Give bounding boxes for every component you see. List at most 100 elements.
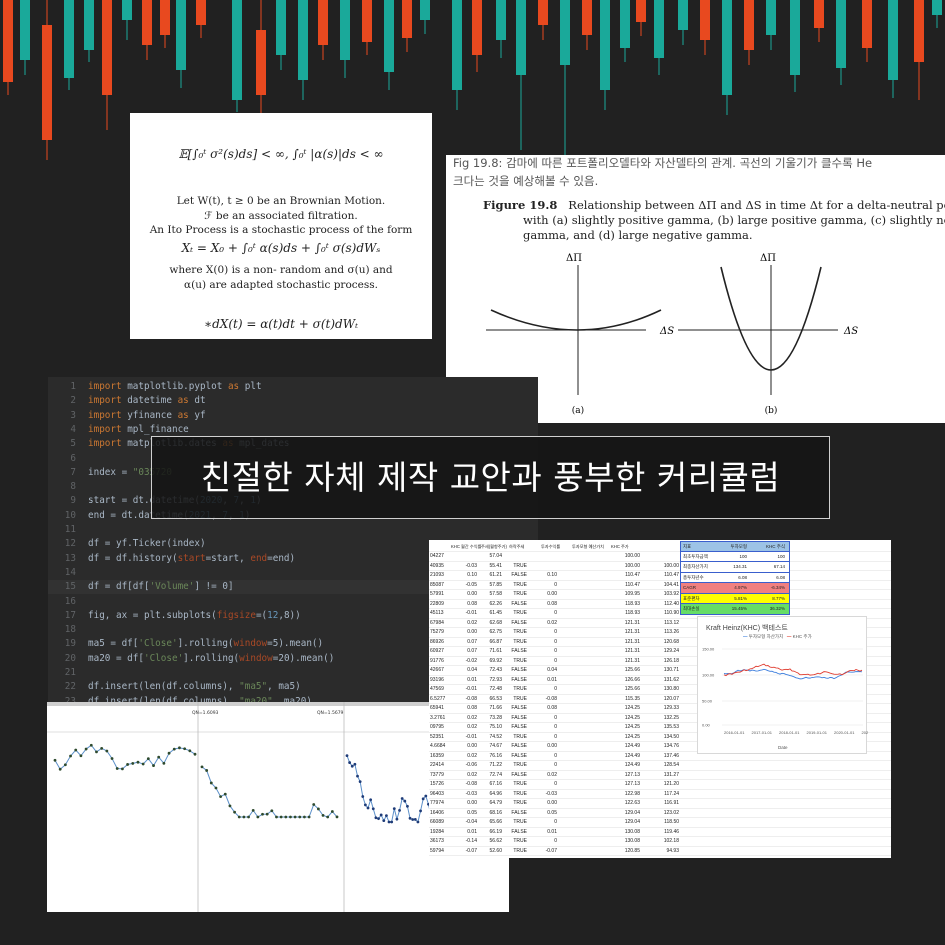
sheet-cell[interactable]: 0.02 <box>467 771 477 778</box>
sheet-cell[interactable]: TRUE <box>513 562 527 569</box>
sheet-cell[interactable]: 0 <box>554 648 557 654</box>
sheet-cell[interactable]: 110.90 <box>664 610 679 616</box>
code-line[interactable]: 1 import matplotlib.pyplot as plt <box>48 380 538 394</box>
sheet-cell[interactable]: 19284 <box>430 828 444 835</box>
sheet-cell[interactable]: FALSE <box>511 752 527 759</box>
sheet-cell[interactable]: 71.22 <box>489 762 502 768</box>
sheet-cell[interactable]: 0 <box>554 629 557 635</box>
sheet-cell[interactable]: 0.01 <box>547 828 557 835</box>
sheet-cell[interactable]: 0 <box>554 638 557 645</box>
sheet-cell[interactable]: 0.00 <box>547 591 557 597</box>
sheet-cell[interactable]: 103.92 <box>663 591 679 597</box>
sheet-cell[interactable]: 0 <box>554 714 557 721</box>
sheet-cell[interactable]: 130.80 <box>663 686 679 692</box>
sheet-cell[interactable]: 16359 <box>430 752 444 759</box>
code-line[interactable]: 8 <box>48 480 538 494</box>
sheet-cell[interactable]: 0 <box>554 657 557 664</box>
sheet-cell[interactable]: 57.58 <box>489 591 502 597</box>
sheet-cell[interactable]: 120.68 <box>663 638 679 645</box>
code-line[interactable]: 14 <box>48 566 538 580</box>
sheet-cell[interactable]: 118.50 <box>664 819 679 825</box>
sheet-cell[interactable]: 21093 <box>430 572 444 578</box>
sheet-cell[interactable]: 0.02 <box>467 724 477 730</box>
code-line[interactable]: 4 import mpl_finance <box>48 423 538 437</box>
sheet-cell[interactable]: 121.31 <box>624 648 640 654</box>
sheet-cell[interactable]: -0.08 <box>545 695 557 702</box>
sheet-cell[interactable]: 110.47 <box>664 572 679 578</box>
sheet-cell[interactable]: 56.62 <box>489 838 502 844</box>
sheet-cell[interactable]: 0 <box>554 819 557 825</box>
sheet-cell[interactable]: 0.02 <box>467 752 477 759</box>
sheet-cell[interactable]: 0 <box>554 724 557 730</box>
sheet-cell[interactable]: 109.95 <box>624 591 640 597</box>
code-line[interactable]: 22 df.insert(len(df.columns), "ma5", ma5) <box>48 680 538 694</box>
code-line[interactable]: 15 df = df[df['Volume'] != 0] <box>48 580 538 595</box>
sheet-cell[interactable]: 42667 <box>430 667 444 673</box>
sheet-cell[interactable]: 86926 <box>430 638 444 645</box>
sheet-cell[interactable]: 113.26 <box>664 629 679 635</box>
sheet-cell[interactable]: 127.13 <box>624 781 640 787</box>
sheet-cell[interactable]: 125.66 <box>624 667 640 673</box>
code-line[interactable]: 3 import yfinance as yf <box>48 409 538 423</box>
sheet-cell[interactable]: 132.25 <box>663 714 679 721</box>
sheet-cell[interactable]: -0.01 <box>465 686 477 692</box>
sheet-cell[interactable]: 62.26 <box>489 600 502 607</box>
sheet-cell[interactable]: 73779 <box>430 771 444 778</box>
sheet-cell[interactable]: -0.02 <box>465 657 477 664</box>
sheet-cell[interactable]: -0.06 <box>465 762 477 768</box>
sheet-cell[interactable]: TRUE <box>513 790 527 797</box>
sheet-cell[interactable]: 129.24 <box>663 648 679 654</box>
sheet-cell[interactable]: 0.05 <box>467 809 477 816</box>
sheet-cell[interactable]: 0.10 <box>547 572 557 578</box>
sheet-cell[interactable]: FALSE <box>511 676 527 683</box>
sheet-cell[interactable]: 118.93 <box>625 600 640 607</box>
sheet-cell[interactable]: FALSE <box>511 619 527 626</box>
sheet-cell[interactable]: FALSE <box>511 809 527 816</box>
sheet-cell[interactable]: 3.2761 <box>430 714 446 721</box>
sheet-cell[interactable]: 93196 <box>430 676 444 683</box>
sheet-cell[interactable]: 6.5277 <box>430 695 446 702</box>
code-line[interactable]: 13 df = df.history(start=start, end=end) <box>48 552 538 566</box>
sheet-cell[interactable]: 64.79 <box>489 800 502 806</box>
sheet-cell[interactable]: 71.66 <box>489 705 502 711</box>
sheet-cell[interactable]: 0.10 <box>467 572 477 578</box>
sheet-cell[interactable]: 122.98 <box>624 790 640 797</box>
sheet-cell[interactable]: 0 <box>554 762 557 768</box>
sheet-cell[interactable]: 0.07 <box>467 638 477 645</box>
sheet-cell[interactable]: 67.16 <box>489 781 502 787</box>
sheet-cell[interactable]: 72.74 <box>489 771 502 778</box>
code-line[interactable]: 12 df = yf.Ticker(index) <box>48 537 538 551</box>
sheet-cell[interactable]: 91776 <box>430 657 444 664</box>
sheet-cell[interactable]: 110.47 <box>625 581 640 588</box>
code-line[interactable]: 19 ma5 = df['Close'].rolling(window=5).me… <box>48 637 538 651</box>
code-line[interactable]: 20 ma20 = df['Close'].rolling(window=20).… <box>48 652 538 666</box>
sheet-cell[interactable]: 117.24 <box>664 790 679 797</box>
sheet-cell[interactable]: 0.01 <box>467 676 477 683</box>
sheet-cell[interactable]: 129.04 <box>624 819 640 825</box>
sheet-cell[interactable]: 123.02 <box>663 809 679 816</box>
sheet-cell[interactable]: 129.33 <box>663 705 679 711</box>
sheet-cell[interactable]: 52.60 <box>489 847 502 854</box>
sheet-cell[interactable]: TRUE <box>513 629 527 635</box>
sheet-cell[interactable]: -0.08 <box>465 781 477 787</box>
sheet-cell[interactable]: FALSE <box>511 667 527 673</box>
sheet-cell[interactable]: 118.93 <box>625 610 640 616</box>
sheet-cell[interactable]: 0.01 <box>467 828 477 835</box>
sheet-cell[interactable]: 65.66 <box>489 819 502 825</box>
sheet-cell[interactable]: 74.52 <box>489 733 502 740</box>
sheet-cell[interactable]: TRUE <box>513 581 527 588</box>
sheet-cell[interactable]: 77974 <box>430 800 444 806</box>
sheet-cell[interactable]: 22809 <box>430 600 444 607</box>
sheet-cell[interactable]: 66.19 <box>489 828 502 835</box>
code-line[interactable]: 17 fig, ax = plt.subplots(figsize=(12,8)) <box>48 609 538 623</box>
sheet-cell[interactable]: 112.40 <box>664 600 679 607</box>
sheet-cell[interactable]: 0.00 <box>467 800 477 806</box>
sheet-cell[interactable]: 47569 <box>430 686 444 692</box>
sheet-cell[interactable]: 0.08 <box>467 600 477 607</box>
sheet-cell[interactable]: 129.04 <box>624 809 640 816</box>
sheet-cell[interactable]: 124.49 <box>624 762 640 768</box>
sheet-cell[interactable]: 124.25 <box>624 733 640 740</box>
sheet-cell[interactable]: 55.41 <box>489 562 502 569</box>
sheet-cell[interactable]: 0.00 <box>547 743 557 749</box>
sheet-cell[interactable]: 131.27 <box>663 771 679 778</box>
